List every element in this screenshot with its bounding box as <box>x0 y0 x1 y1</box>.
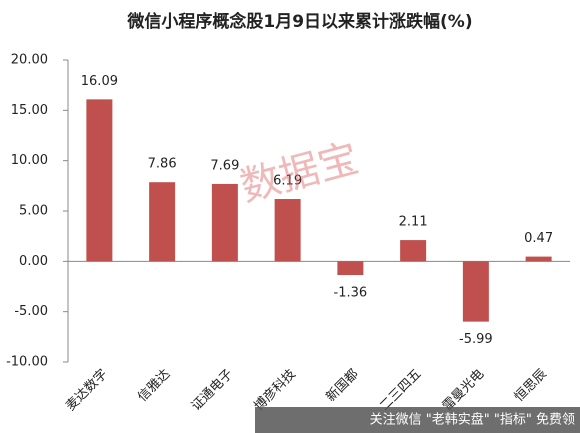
x-tick-label: 博彦科技 <box>251 366 299 414</box>
data-label: 7.69 <box>210 158 239 173</box>
y-tick-label: 0.00 <box>19 254 48 269</box>
x-tick-label: 雷曼光电 <box>440 367 487 414</box>
x-tick-label: 新国都 <box>323 366 362 405</box>
y-tick-label: -5.00 <box>14 304 48 319</box>
y-tick-label: 5.00 <box>19 204 48 219</box>
data-label: 2.11 <box>399 215 428 230</box>
data-label: 0.47 <box>524 231 553 246</box>
data-label: 7.86 <box>148 157 177 172</box>
data-label: 6.19 <box>273 174 302 189</box>
x-tick-label: 证通电子 <box>189 367 236 414</box>
x-tick-label: 恒思辰 <box>512 367 550 405</box>
bar <box>86 99 113 262</box>
bar <box>462 261 489 322</box>
data-label: -1.36 <box>334 286 368 301</box>
bar <box>149 182 176 262</box>
data-label: 16.09 <box>81 74 118 89</box>
chart-title: 微信小程序概念股1月9日以来累计涨跌幅(%) <box>126 11 472 32</box>
data-label: -5.99 <box>459 332 493 347</box>
y-tick-label: 15.00 <box>11 103 48 118</box>
x-tick-label: 二三四五 <box>377 367 424 414</box>
footer-bg <box>255 407 580 433</box>
bar <box>400 240 427 262</box>
bar <box>525 256 552 262</box>
footer: 关注微信 "老韩实盘" "指标" 免费领 <box>370 412 575 428</box>
y-tick-label: -10.00 <box>6 355 48 370</box>
bar <box>337 261 364 276</box>
x-tick-label: 信雅达 <box>135 367 173 405</box>
bar <box>211 183 238 262</box>
bar <box>274 199 301 262</box>
x-tick-label: 麦达数字 <box>63 367 110 414</box>
y-tick-label: 10.00 <box>11 153 48 168</box>
y-tick-label: 20.00 <box>11 53 48 68</box>
